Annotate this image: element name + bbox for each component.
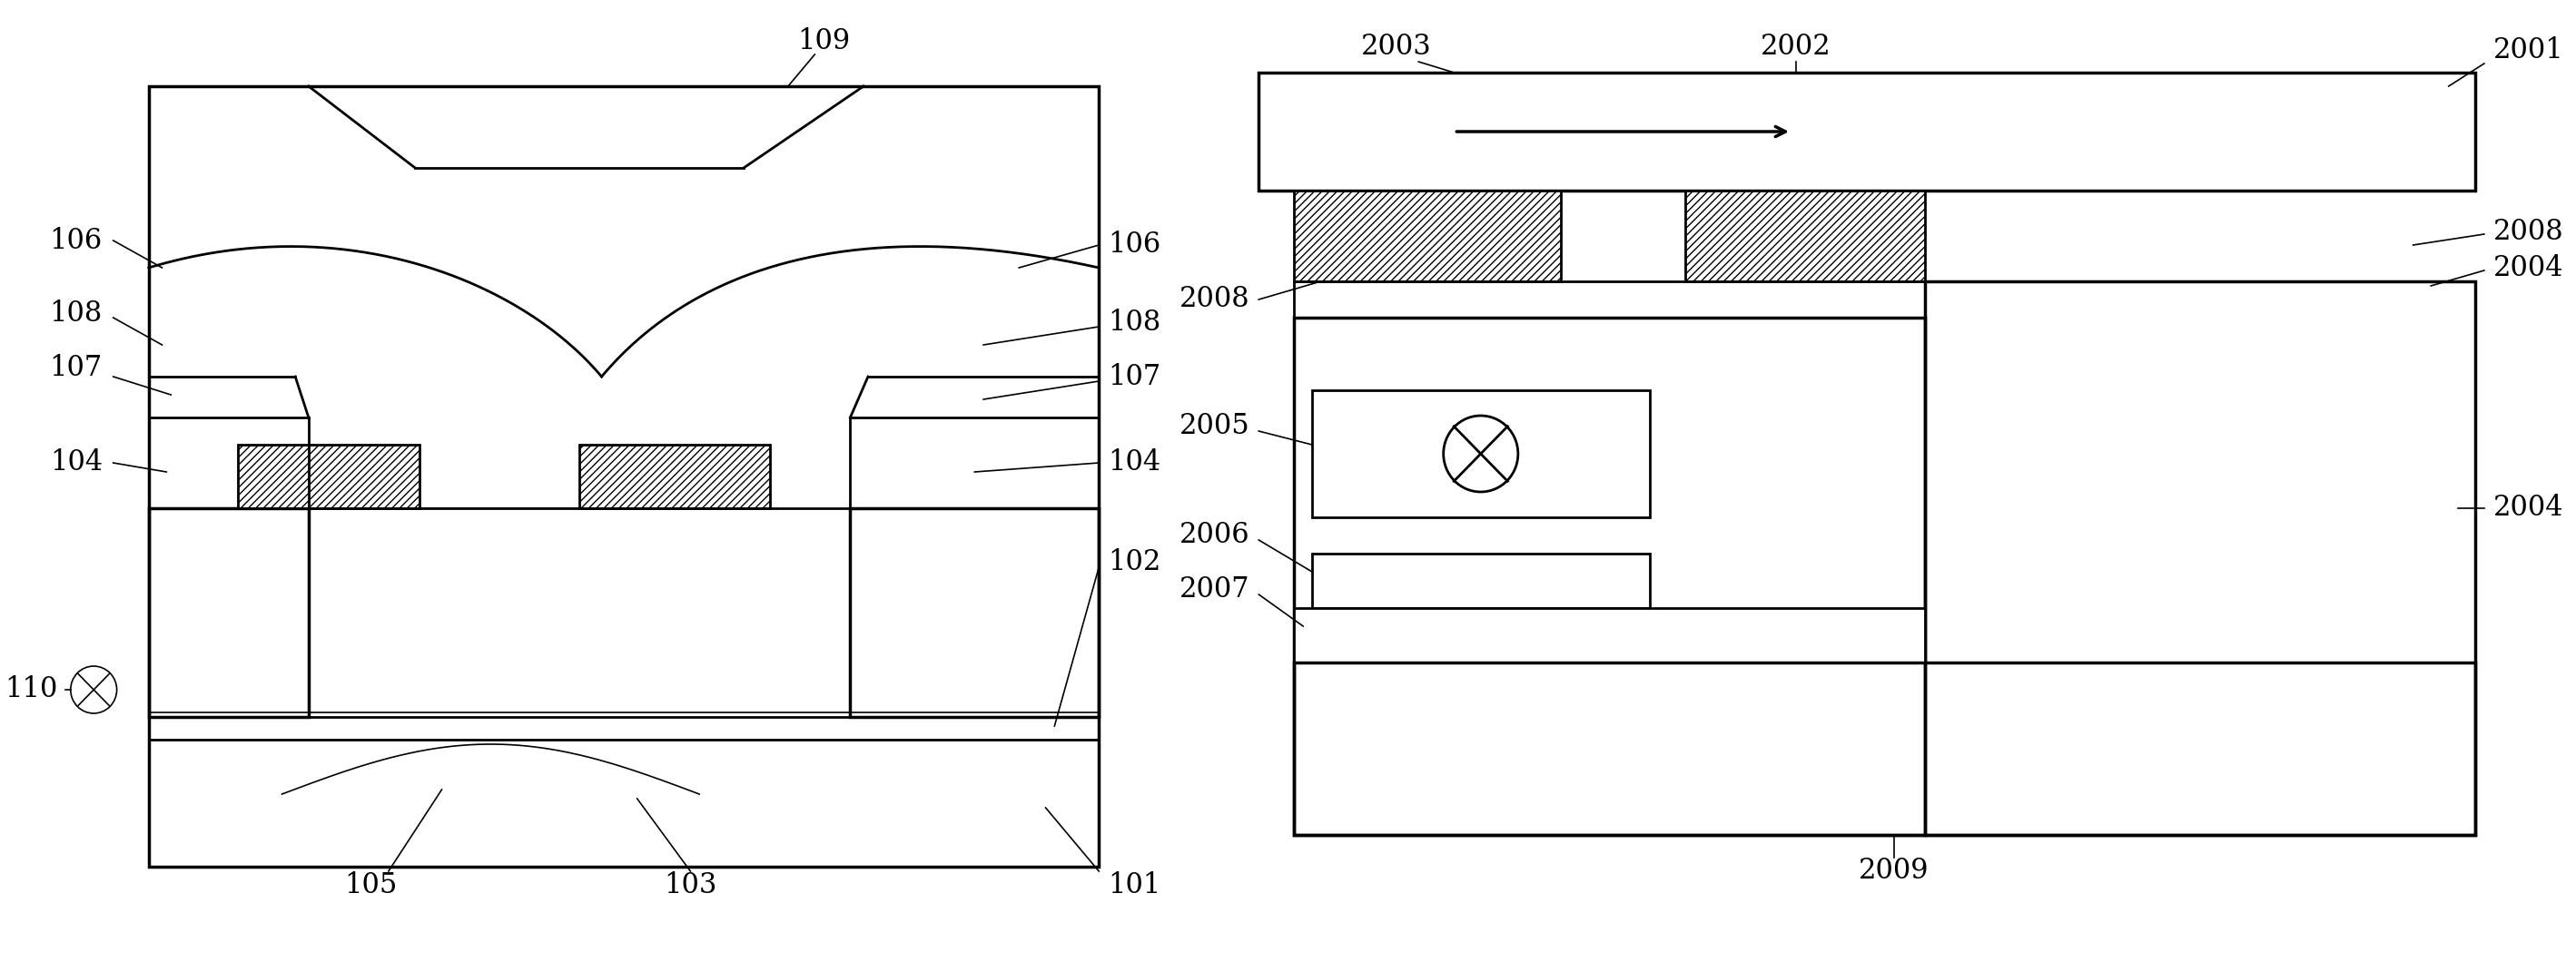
Bar	[850, 508, 1100, 717]
Text: 107: 107	[49, 353, 103, 382]
Text: 2002: 2002	[1759, 33, 1832, 62]
Text: 104: 104	[49, 449, 103, 477]
Bar	[149, 87, 1100, 867]
Text: 101: 101	[1108, 871, 1162, 899]
Text: 2001: 2001	[2494, 36, 2563, 64]
Bar	[1924, 281, 2476, 835]
Bar	[149, 508, 309, 717]
Text: 2005: 2005	[1180, 413, 1249, 441]
Text: 108: 108	[49, 299, 103, 327]
Text: 2008: 2008	[2494, 217, 2563, 245]
Text: 102: 102	[1108, 548, 1162, 577]
Text: 108: 108	[1108, 308, 1162, 337]
Bar	[1311, 391, 1649, 518]
Text: 2009: 2009	[1857, 857, 1929, 885]
Text: 107: 107	[1108, 363, 1162, 391]
Text: 104: 104	[1108, 449, 1162, 477]
Bar	[1293, 317, 1924, 835]
Bar	[1293, 663, 2476, 835]
Text: 2006: 2006	[1180, 521, 1249, 549]
Text: 105: 105	[345, 871, 397, 899]
Bar	[1293, 281, 1924, 317]
Text: 110: 110	[5, 675, 59, 704]
Bar	[1293, 190, 1561, 281]
Text: 2004: 2004	[2494, 254, 2563, 282]
Text: 2007: 2007	[1180, 576, 1249, 604]
Bar	[237, 444, 420, 508]
Text: 109: 109	[796, 27, 850, 55]
Bar	[1260, 72, 2476, 190]
Text: 103: 103	[665, 871, 716, 899]
Bar	[1311, 553, 1649, 608]
Bar	[1685, 190, 1924, 281]
Text: 2004: 2004	[2494, 494, 2563, 522]
Bar	[1293, 608, 1924, 663]
Text: 2008: 2008	[1180, 286, 1249, 314]
Text: 106: 106	[49, 226, 103, 255]
Bar	[580, 444, 770, 508]
Text: 106: 106	[1108, 231, 1162, 259]
Text: 2003: 2003	[1360, 33, 1432, 62]
